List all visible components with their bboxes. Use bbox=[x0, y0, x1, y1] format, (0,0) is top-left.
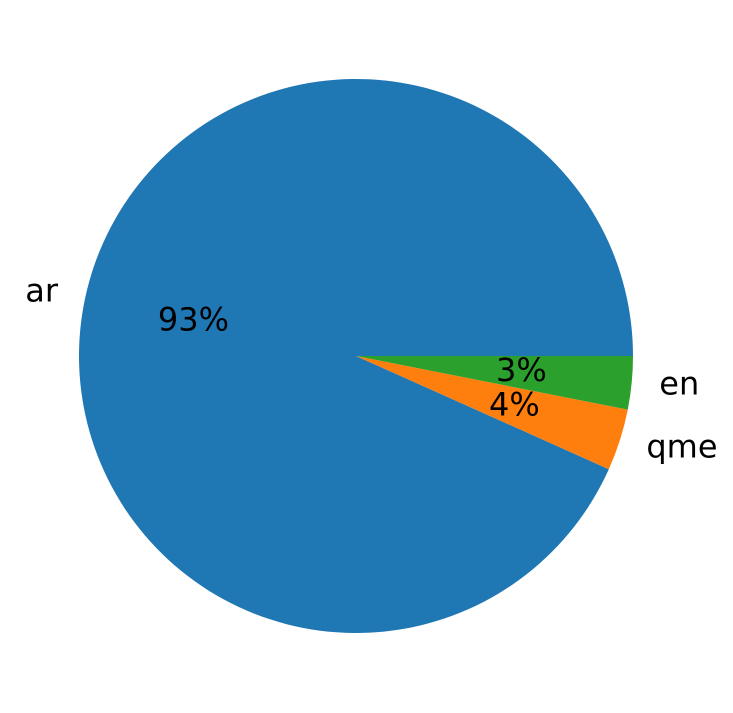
percent-label-ar: 93% bbox=[158, 300, 229, 338]
slice-label-ar: ar bbox=[25, 271, 59, 309]
slice-label-en: en bbox=[659, 365, 699, 403]
slice-label-qme: qme bbox=[646, 427, 717, 465]
percent-label-en: 3% bbox=[496, 351, 547, 389]
percent-label-qme: 4% bbox=[489, 385, 540, 423]
pie-slice-ar bbox=[78, 79, 634, 634]
pie-slice-qme bbox=[356, 356, 628, 470]
pie-slice-en bbox=[356, 356, 633, 410]
